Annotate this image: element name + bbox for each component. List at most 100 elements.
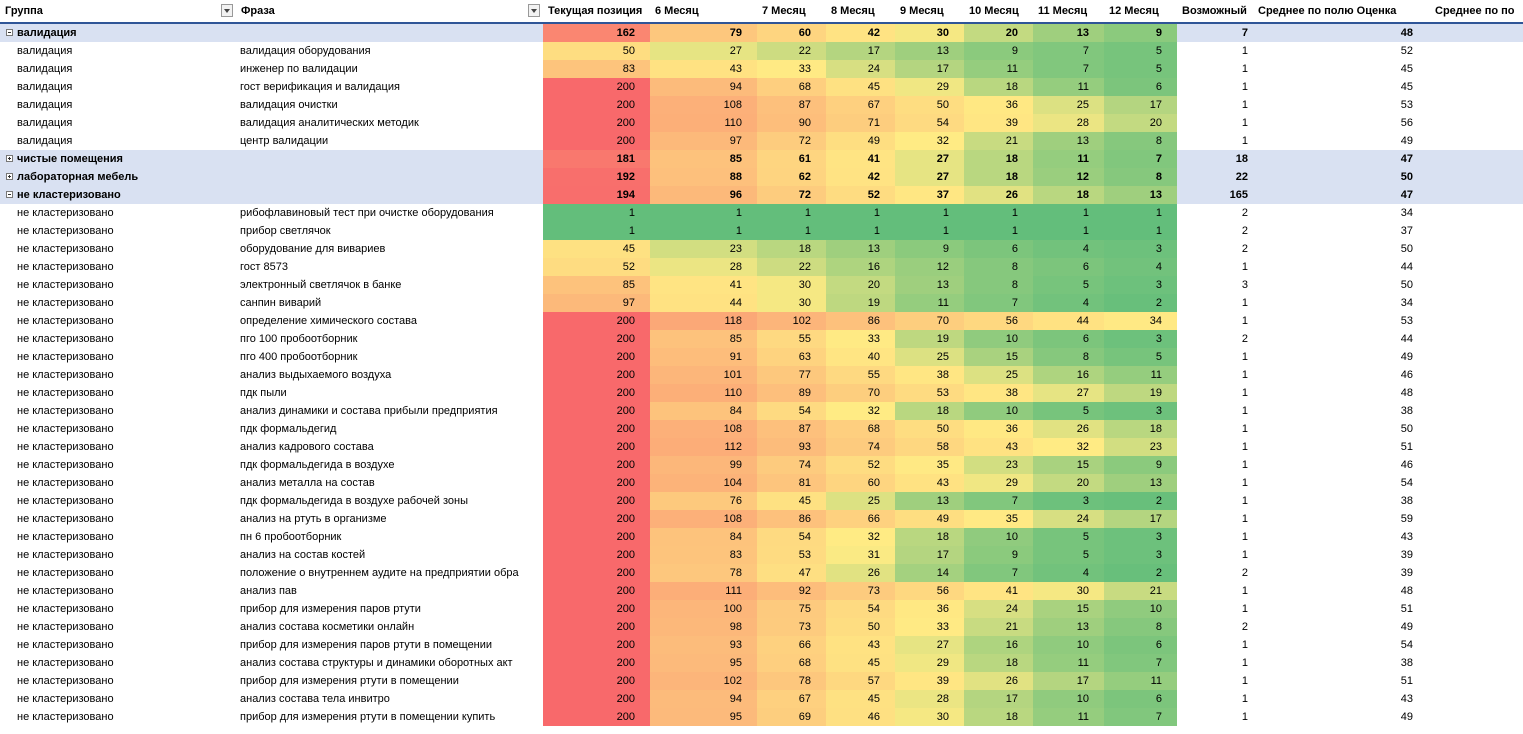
heat-cell: 3 [1104,402,1177,420]
heat-cell: 14 [895,564,964,582]
empty-cell [1430,438,1523,456]
empty-cell [1430,384,1523,402]
group-label: лабораторная мебель [17,171,139,183]
heat-cell: 4 [1033,294,1104,312]
group-cell: валидация [0,42,236,60]
heat-cell: 31 [826,546,895,564]
heat-cell: 5 [1033,546,1104,564]
heat-cell: 41 [826,150,895,168]
column-header: 8 Месяц [826,0,895,24]
data-row: не кластеризовано пдк формальдегид 200 108 8… [0,420,1523,438]
possible-cell: 1 [1241,297,1248,309]
heat-cell: 97 [543,294,650,312]
heat-cell: 200 [543,456,650,474]
data-row: валидация валидация аналитических методик… [0,114,1523,132]
heat-cell: 200 [543,438,650,456]
heat-cell: 162 [543,23,650,42]
data-row: не кластеризовано анализ состава структур… [0,654,1523,672]
heat-cell: 32 [826,528,895,546]
heat-cell: 27 [895,636,964,654]
group-cell: не кластеризовано [0,474,236,492]
filter-button[interactable] [528,4,540,17]
empty-cell [1430,366,1523,384]
phrase-cell: анализ кадрового состава [240,441,374,453]
heat-cell: 16 [964,636,1033,654]
heat-cell: 1 [1033,222,1104,240]
heat-cell: 79 [650,23,757,42]
heat-cell: 53 [895,384,964,402]
heat-cell: 32 [826,402,895,420]
average-cell: 34 [1400,207,1413,219]
average-cell: 50 [1400,243,1413,255]
data-row: не кластеризовано гост 8573 52 28 22 16 12 8 6 4 1… [0,258,1523,276]
average-cell: 49 [1400,351,1413,363]
phrase-cell: анализ выдыхаемого воздуха [240,369,392,381]
heat-cell: 1 [826,204,895,222]
heat-cell: 8 [1104,168,1177,186]
heat-cell: 1 [543,204,650,222]
heat-cell: 69 [757,708,826,726]
heat-cell: 200 [543,600,650,618]
heat-cell: 52 [826,456,895,474]
heat-cell: 36 [895,600,964,618]
average-cell: 45 [1400,81,1413,93]
heat-cell: 13 [1033,23,1104,42]
average-cell: 38 [1400,657,1413,669]
heat-cell: 93 [650,636,757,654]
possible-cell: 1 [1241,99,1248,111]
possible-cell: 2 [1241,567,1248,579]
heat-cell: 18 [964,78,1033,96]
data-row: не кластеризовано анализ динамики и соста… [0,402,1523,420]
heat-cell: 100 [650,600,757,618]
collapse-toggle[interactable] [6,29,13,36]
group-label: чистые помещения [17,153,123,165]
heat-cell: 40 [826,348,895,366]
heat-cell: 70 [826,384,895,402]
heat-cell: 16 [1033,366,1104,384]
average-cell: 48 [1253,23,1430,42]
collapse-toggle[interactable] [6,191,13,198]
heat-cell: 30 [757,294,826,312]
heat-cell: 102 [757,312,826,330]
column-title: Текущая позиция [548,5,643,17]
expand-toggle[interactable] [6,173,13,180]
heat-cell: 22 [757,42,826,60]
heat-cell: 5 [1033,276,1104,294]
group-label: не кластеризовано [17,333,114,345]
heat-cell: 7 [964,294,1033,312]
heat-cell: 36 [964,420,1033,438]
column-header: Текущая позиция [543,0,650,24]
heat-cell: 55 [757,330,826,348]
heat-cell: 2 [1104,492,1177,510]
possible-cell: 1 [1241,405,1248,417]
average-cell: 56 [1400,117,1413,129]
heat-cell: 200 [543,492,650,510]
heat-cell: 84 [650,528,757,546]
empty-cell [1430,582,1523,600]
heat-cell: 28 [650,258,757,276]
expand-toggle[interactable] [6,155,13,162]
possible-cell: 1 [1241,387,1248,399]
heat-cell: 50 [543,42,650,60]
heat-cell: 10 [1104,600,1177,618]
heat-cell: 88 [650,168,757,186]
filter-button[interactable] [221,4,233,17]
heat-cell: 58 [895,438,964,456]
heat-cell: 50 [895,96,964,114]
heat-cell: 23 [650,240,757,258]
data-row: не кластеризовано анализ на состав костей… [0,546,1523,564]
heat-cell: 29 [964,474,1033,492]
heat-cell: 101 [650,366,757,384]
empty-cell [1430,186,1523,204]
phrase-cell: анализ на ртуть в организме [240,513,387,525]
average-cell: 49 [1400,711,1413,723]
group-label: не кластеризовано [17,639,114,651]
heat-cell: 86 [826,312,895,330]
heat-cell: 20 [826,276,895,294]
heat-cell: 35 [964,510,1033,528]
heat-cell: 5 [1104,348,1177,366]
heat-cell: 25 [826,492,895,510]
group-cell: не кластеризовано [0,402,236,420]
average-cell: 34 [1400,297,1413,309]
heat-cell: 7 [964,492,1033,510]
